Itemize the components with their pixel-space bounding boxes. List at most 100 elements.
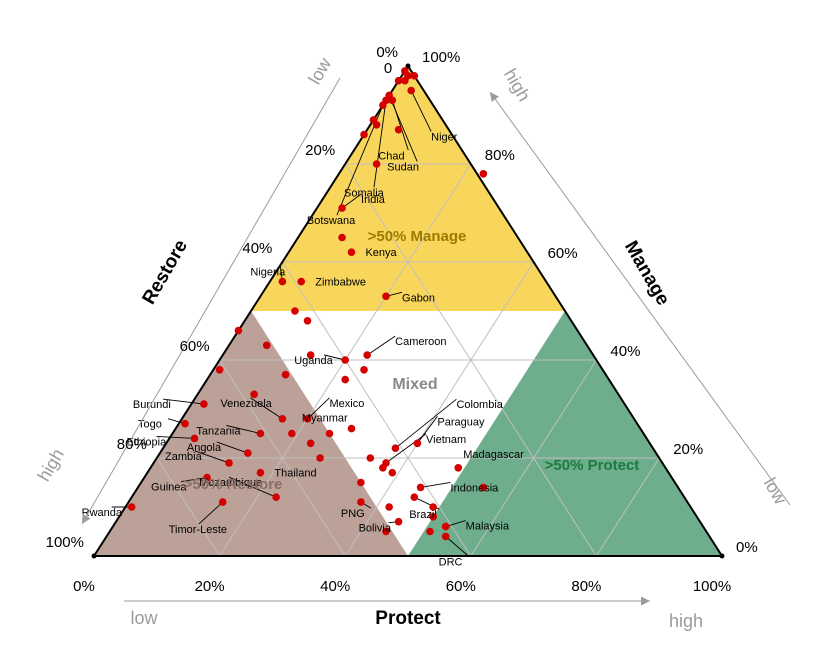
label-leader bbox=[341, 193, 362, 209]
data-point bbox=[394, 76, 403, 85]
data-point bbox=[341, 356, 350, 364]
data-point bbox=[379, 101, 387, 109]
label-leader-lines bbox=[111, 90, 469, 557]
data-point bbox=[225, 459, 233, 467]
data-point bbox=[372, 121, 381, 129]
label-leader bbox=[373, 100, 387, 188]
data-point bbox=[250, 390, 258, 399]
protect-tick: 0% bbox=[73, 578, 95, 595]
manage-tick: 20% bbox=[673, 441, 703, 458]
grid-line bbox=[344, 261, 535, 557]
manage-tick: 100% bbox=[422, 49, 460, 66]
data-point bbox=[441, 532, 450, 541]
label-leader bbox=[250, 397, 283, 420]
restore-tick: 20% bbox=[305, 142, 335, 159]
data-point bbox=[272, 493, 280, 502]
restore-tick: 40% bbox=[242, 240, 272, 257]
restore-tick: 100% bbox=[46, 534, 84, 551]
data-point bbox=[316, 454, 324, 462]
label-leader bbox=[307, 397, 330, 420]
country-label: Somalia bbox=[344, 187, 385, 199]
data-point bbox=[441, 522, 450, 531]
data-point bbox=[413, 439, 422, 448]
data-point bbox=[382, 292, 390, 301]
data-point bbox=[388, 468, 397, 477]
country-label: Rwanda bbox=[82, 507, 123, 519]
country-label: Myanmar bbox=[302, 413, 348, 425]
data-point bbox=[288, 429, 296, 438]
axis-title-restore: Restore bbox=[138, 236, 192, 308]
country-label: Mozambique bbox=[199, 477, 262, 489]
data-point bbox=[429, 513, 437, 521]
country-label: Brazil bbox=[409, 509, 437, 521]
data-point bbox=[341, 375, 350, 384]
manage-tick: 60% bbox=[548, 245, 578, 262]
data-point bbox=[357, 478, 365, 487]
country-label: Paraguay bbox=[437, 416, 485, 428]
label-leader bbox=[194, 450, 230, 464]
country-label: PNG bbox=[341, 508, 365, 520]
data-point bbox=[360, 130, 368, 139]
manage-tick: 80% bbox=[485, 147, 515, 164]
label-leader bbox=[385, 433, 427, 464]
data-point bbox=[360, 366, 368, 374]
data-point bbox=[379, 464, 387, 472]
label-leader bbox=[388, 95, 418, 162]
protect-high-label: high bbox=[669, 611, 703, 631]
country-label: Bolivia bbox=[359, 523, 392, 535]
country-label: Chad bbox=[378, 150, 404, 162]
country-label: Colombia bbox=[456, 399, 503, 411]
data-point bbox=[181, 419, 189, 428]
country-label: Togo bbox=[138, 419, 162, 431]
country-label: India bbox=[361, 194, 386, 206]
data-point bbox=[391, 444, 400, 453]
country-label: Uganda bbox=[294, 355, 333, 367]
country-label: Tanzania bbox=[196, 426, 241, 438]
protect-tick: 40% bbox=[320, 578, 350, 595]
data-point bbox=[347, 248, 356, 256]
label-leader bbox=[180, 477, 208, 483]
country-label: Kenya bbox=[365, 247, 397, 259]
direction-arrow bbox=[81, 77, 341, 525]
country-label: Timor-Leste bbox=[169, 524, 227, 536]
manage-low-label: low bbox=[760, 474, 791, 508]
zone-label-manage: >50% Manage bbox=[368, 228, 467, 245]
data-point bbox=[306, 351, 315, 359]
data-point bbox=[262, 341, 271, 350]
zone-restore-area bbox=[94, 311, 408, 556]
top-zero-label: 0 bbox=[384, 60, 392, 77]
data-point bbox=[407, 86, 415, 95]
data-point bbox=[401, 76, 409, 85]
zone-manage-area bbox=[251, 66, 565, 311]
data-point bbox=[479, 170, 488, 178]
data-point bbox=[127, 503, 136, 511]
country-label: Vietnam bbox=[426, 434, 466, 446]
restore-tick: 80% bbox=[117, 436, 147, 453]
grid-line bbox=[470, 359, 597, 557]
country-label: Ethiopia bbox=[126, 436, 167, 448]
label-leader bbox=[410, 90, 432, 132]
protect-low-label: low bbox=[130, 608, 158, 628]
restore-low-label: low bbox=[304, 53, 335, 87]
data-point bbox=[190, 434, 199, 443]
restore-tick: 0% bbox=[376, 44, 398, 61]
data-point bbox=[394, 125, 403, 134]
label-leader bbox=[226, 425, 261, 434]
country-label: Zimbabwe bbox=[315, 277, 366, 289]
manage-tick: 40% bbox=[610, 343, 640, 360]
arrow-head bbox=[82, 514, 91, 524]
axis-title-manage: Manage bbox=[620, 237, 674, 309]
data-point bbox=[454, 464, 463, 472]
protect-tick-labels: 0% 20% 40% 60% 80% 100% bbox=[73, 578, 731, 595]
zone-label-restore: >50% Restore bbox=[184, 476, 283, 493]
country-label: Venezuela bbox=[220, 398, 272, 410]
data-point bbox=[357, 498, 365, 506]
data-point bbox=[394, 517, 403, 526]
data-point bbox=[244, 449, 252, 457]
grid-line bbox=[595, 457, 660, 557]
data-point bbox=[218, 498, 227, 506]
label-leader bbox=[198, 501, 224, 525]
data-point bbox=[416, 483, 425, 492]
